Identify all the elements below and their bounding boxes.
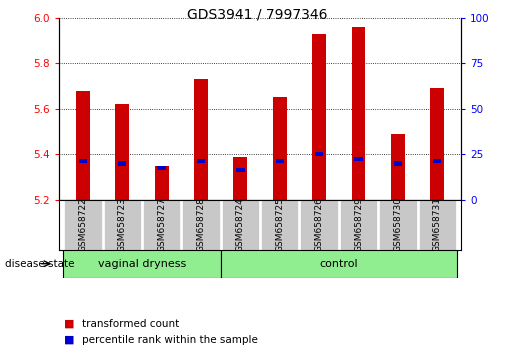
Bar (64, 200, 101, 250)
Text: GSM658729: GSM658729 (354, 197, 363, 252)
Bar (104, 200, 141, 250)
Bar (143, 200, 180, 250)
Bar (118, 161, 126, 166)
Text: vaginal dryness: vaginal dryness (98, 259, 186, 269)
Bar (76, 91, 90, 200)
Text: transformed count: transformed count (82, 319, 180, 329)
Bar (276, 159, 284, 163)
Text: GSM658727: GSM658727 (157, 197, 166, 252)
Bar (394, 161, 402, 166)
Bar (300, 200, 338, 250)
Bar (236, 169, 245, 172)
Bar (194, 79, 208, 200)
Text: GDS3941 / 7997346: GDS3941 / 7997346 (187, 7, 328, 21)
Bar (391, 134, 405, 200)
Bar (158, 166, 166, 170)
Text: GSM658730: GSM658730 (393, 197, 402, 252)
Bar (197, 159, 205, 163)
Text: GSM658726: GSM658726 (315, 197, 323, 252)
Bar (233, 157, 247, 200)
Bar (79, 159, 87, 163)
Bar (379, 200, 417, 250)
Bar (154, 166, 168, 200)
Bar (433, 159, 441, 163)
Bar (419, 200, 456, 250)
Bar (315, 152, 323, 156)
Bar (115, 104, 129, 200)
Text: GSM658722: GSM658722 (78, 198, 88, 252)
Text: GSM658731: GSM658731 (433, 197, 442, 252)
Text: control: control (319, 259, 358, 269)
Bar (340, 200, 377, 250)
Text: ■: ■ (64, 319, 75, 329)
Text: GSM658724: GSM658724 (236, 198, 245, 252)
Bar (352, 27, 366, 200)
Text: GSM658728: GSM658728 (197, 197, 205, 252)
Text: GSM658723: GSM658723 (118, 197, 127, 252)
Bar (221, 200, 259, 250)
Text: ■: ■ (64, 335, 75, 345)
Bar (261, 200, 299, 250)
Text: percentile rank within the sample: percentile rank within the sample (82, 335, 259, 345)
Bar (354, 157, 363, 161)
Bar (182, 200, 220, 250)
Bar (63, 250, 221, 278)
Text: GSM658725: GSM658725 (275, 197, 284, 252)
Bar (312, 34, 326, 200)
Bar (221, 250, 457, 278)
Text: disease state: disease state (5, 259, 75, 269)
Bar (273, 97, 287, 200)
Bar (431, 88, 444, 200)
